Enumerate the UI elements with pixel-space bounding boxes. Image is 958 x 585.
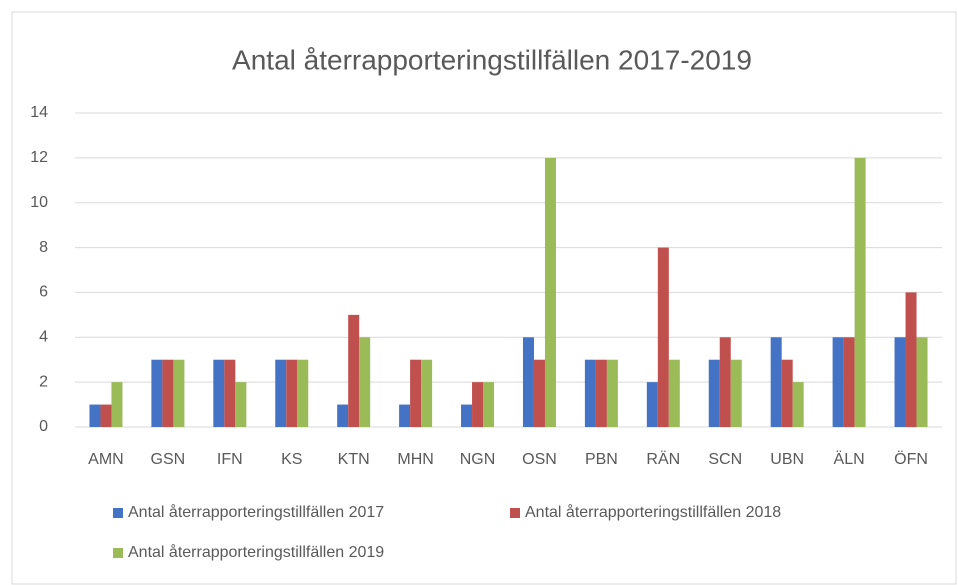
bar — [275, 359, 287, 427]
y-tick-label: 10 — [30, 194, 48, 211]
bar — [730, 359, 742, 427]
bar — [151, 359, 163, 427]
bar — [792, 382, 804, 427]
bar — [224, 359, 236, 427]
bar — [410, 359, 422, 427]
x-tick-label: GSN — [151, 451, 186, 468]
bar — [399, 404, 411, 427]
bar — [421, 359, 433, 427]
x-tick-label: KTN — [338, 451, 370, 468]
legend-swatch — [113, 508, 123, 518]
y-tick-label: 12 — [30, 149, 48, 166]
bar — [173, 359, 185, 427]
x-tick-label: ÖFN — [894, 450, 928, 468]
x-tick-label: UBN — [770, 451, 804, 468]
bar — [854, 157, 866, 427]
bar — [657, 247, 669, 427]
bar — [668, 359, 680, 427]
bar — [213, 359, 225, 427]
x-tick-label: IFN — [217, 451, 243, 468]
x-tick-label: PBN — [585, 451, 618, 468]
bar — [111, 382, 123, 427]
bar — [708, 359, 720, 427]
legend-label: Antal återrapporteringstillfällen 2019 — [128, 543, 384, 561]
bar — [606, 359, 618, 427]
bar — [297, 359, 309, 427]
bar — [359, 337, 371, 427]
legend-label: Antal återrapporteringstillfällen 2018 — [525, 503, 781, 521]
legend-swatch — [113, 548, 123, 558]
bar — [483, 382, 495, 427]
bar — [533, 359, 545, 427]
bar — [894, 337, 906, 427]
bar — [646, 382, 658, 427]
bar — [544, 157, 556, 427]
x-tick-label: SCN — [708, 451, 742, 468]
y-tick-label: 14 — [30, 104, 48, 121]
chart-frame — [11, 11, 957, 585]
bar — [100, 404, 112, 427]
bar — [337, 404, 349, 427]
bar — [905, 292, 917, 427]
bar — [832, 337, 844, 427]
y-tick-label: 0 — [39, 418, 48, 435]
bar — [595, 359, 607, 427]
bar — [235, 382, 247, 427]
x-tick-label: RÄN — [646, 450, 680, 468]
bar — [472, 382, 484, 427]
y-tick-label: 2 — [39, 373, 48, 390]
x-tick-label: KS — [281, 451, 302, 468]
bar — [770, 337, 782, 427]
bar — [916, 337, 928, 427]
x-tick-label: OSN — [522, 451, 557, 468]
y-tick-label: 8 — [39, 239, 48, 256]
bar — [843, 337, 855, 427]
chart-title: Antal återrapporteringstillfällen 2017-2… — [232, 44, 752, 75]
bar — [781, 359, 793, 427]
bar — [522, 337, 534, 427]
bar — [584, 359, 596, 427]
y-tick-label: 4 — [39, 329, 48, 346]
bar — [719, 337, 731, 427]
bar — [286, 359, 298, 427]
y-tick-label: 6 — [39, 284, 48, 301]
x-tick-label: AMN — [88, 451, 124, 468]
x-tick-label: NGN — [460, 451, 496, 468]
x-tick-label: ÄLN — [834, 450, 865, 468]
bar — [461, 404, 473, 427]
bar — [89, 404, 101, 427]
legend-label: Antal återrapporteringstillfällen 2017 — [128, 503, 384, 521]
bar — [348, 314, 360, 427]
x-tick-label: MHN — [397, 451, 433, 468]
bar — [162, 359, 174, 427]
legend-swatch — [510, 508, 520, 518]
